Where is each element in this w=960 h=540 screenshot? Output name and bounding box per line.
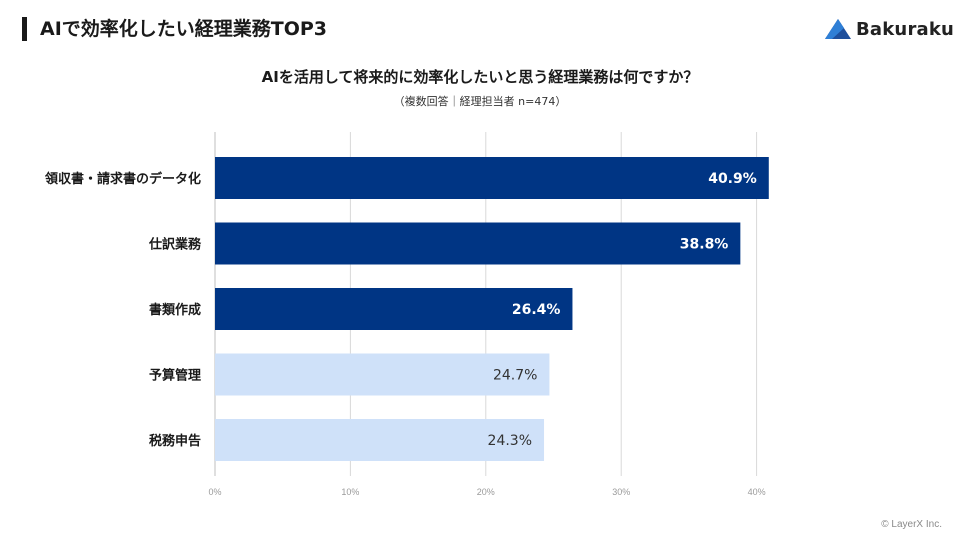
x-tick-label: 0% bbox=[208, 487, 221, 497]
category-label: 予算管理 bbox=[149, 368, 201, 384]
title-accent-bar bbox=[22, 17, 27, 41]
bakuraku-logo-icon bbox=[825, 19, 851, 39]
category-label: 税務申告 bbox=[149, 433, 201, 449]
bar bbox=[215, 353, 550, 396]
category-label: 書類作成 bbox=[149, 302, 201, 318]
x-tick-label: 20% bbox=[477, 487, 495, 497]
value-label: 40.9% bbox=[708, 171, 757, 187]
category-label: 仕訳業務 bbox=[148, 237, 202, 253]
bar bbox=[215, 222, 741, 265]
value-label: 38.8% bbox=[680, 237, 729, 253]
bar bbox=[215, 288, 573, 330]
category-label: 領収書・請求書のデータ化 bbox=[45, 171, 201, 187]
value-label: 24.7% bbox=[493, 368, 537, 384]
page-title: AIで効率化したい経理業務TOP3 bbox=[40, 18, 328, 40]
brand-logo: Bakuraku bbox=[824, 15, 954, 43]
logo-text: Bakuraku bbox=[856, 18, 955, 40]
bar bbox=[215, 419, 545, 461]
x-tick-label: 10% bbox=[341, 487, 359, 497]
value-label: 26.4% bbox=[512, 302, 561, 318]
chart-title: AIを活用して将来的に効率化したいと思う経理業務は何ですか？ bbox=[261, 68, 699, 86]
bar bbox=[215, 157, 769, 199]
x-tick-label: 40% bbox=[748, 487, 766, 497]
x-tick-label: 30% bbox=[612, 487, 630, 497]
chart-subtitle: （複数回答｜経理担当者 n=474） bbox=[393, 95, 567, 108]
value-label: 24.3% bbox=[488, 433, 532, 449]
copyright: © LayerX Inc. bbox=[881, 519, 942, 530]
